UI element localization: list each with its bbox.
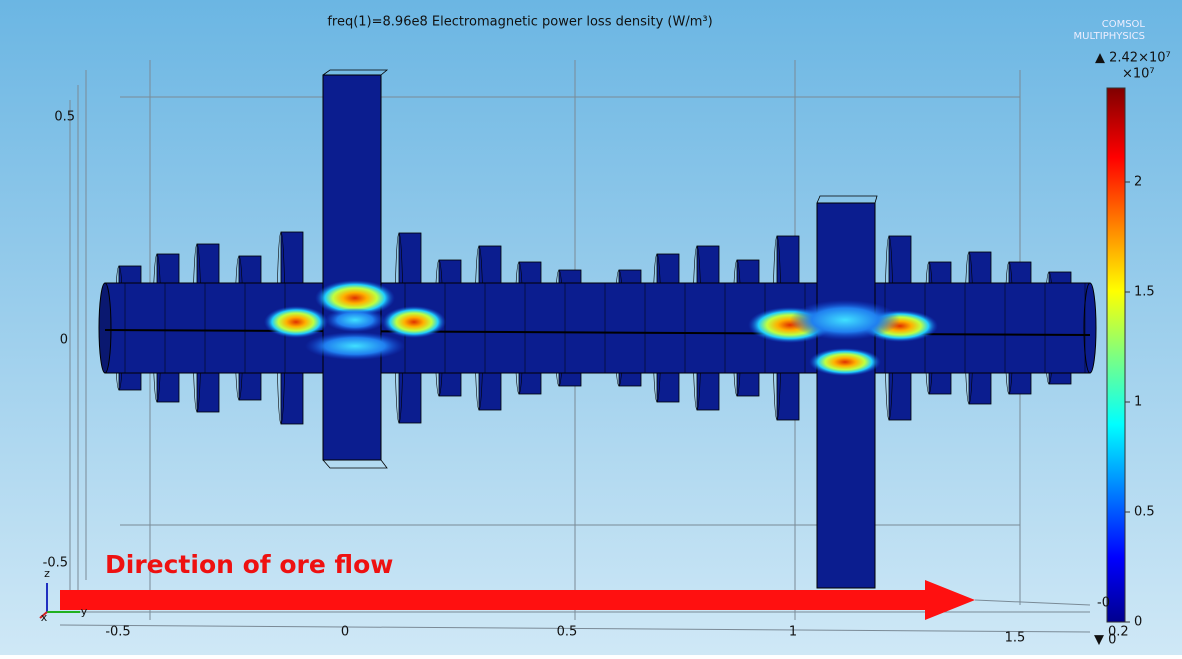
colorbar-min: ▼ 0 (1094, 633, 1116, 648)
triad-label: x (41, 611, 48, 624)
loss-hotspot (325, 308, 385, 332)
colorbar-tick-label: 1 (1134, 395, 1142, 410)
x-tick-label: 1.5 (1005, 631, 1026, 646)
flow-arrow (60, 580, 975, 620)
loss-hotspot (809, 348, 881, 376)
axis-triad (39, 583, 80, 619)
shaft (104, 282, 1091, 374)
plate (816, 202, 876, 589)
colorbar-max: ▲ 2.42×10⁷ (1095, 51, 1171, 66)
loss-hotspot (790, 300, 900, 340)
y-tick-label: 0.2 (1108, 625, 1129, 640)
x-tick-label: 0.5 (557, 625, 578, 640)
annotation: Direction of ore flow (105, 550, 393, 579)
shaft-end (1083, 282, 1097, 374)
triad-label: y (81, 605, 88, 618)
x-tick-label: 0 (341, 625, 349, 640)
colorbar-tick-label: 1.5 (1134, 285, 1155, 300)
triad-label: z (44, 567, 50, 580)
plate-edge (322, 69, 389, 469)
colorbar-tick-label: 2 (1134, 175, 1142, 190)
logo: COMSOL (1102, 19, 1146, 30)
loss-hotspot (264, 306, 328, 338)
colorbar-scale: ×10⁷ (1122, 67, 1155, 82)
loss-hotspot (382, 306, 446, 338)
shaft-end (98, 282, 112, 374)
x-tick-label: -0.5 (105, 625, 130, 640)
z-tick-label: -0.5 (43, 556, 68, 571)
plate (322, 74, 382, 461)
x-tick-label: 1 (789, 625, 797, 640)
z-tick-label: 0.5 (54, 110, 75, 125)
z-tick-label: 0 (60, 333, 68, 348)
plot-title: freq(1)=8.96e8 Electromagnetic power los… (327, 15, 712, 30)
colorbar-tick-label: 0.5 (1134, 505, 1155, 520)
y-tick-label: -0 (1097, 596, 1110, 611)
logo: MULTIPHYSICS (1074, 31, 1145, 42)
model (98, 69, 1097, 589)
loss-hotspot (315, 280, 395, 316)
colorbar (1106, 87, 1126, 623)
colorbar-tick-label: 0 (1134, 615, 1142, 630)
plate-edge (816, 195, 878, 204)
loss-hotspot (305, 332, 405, 360)
